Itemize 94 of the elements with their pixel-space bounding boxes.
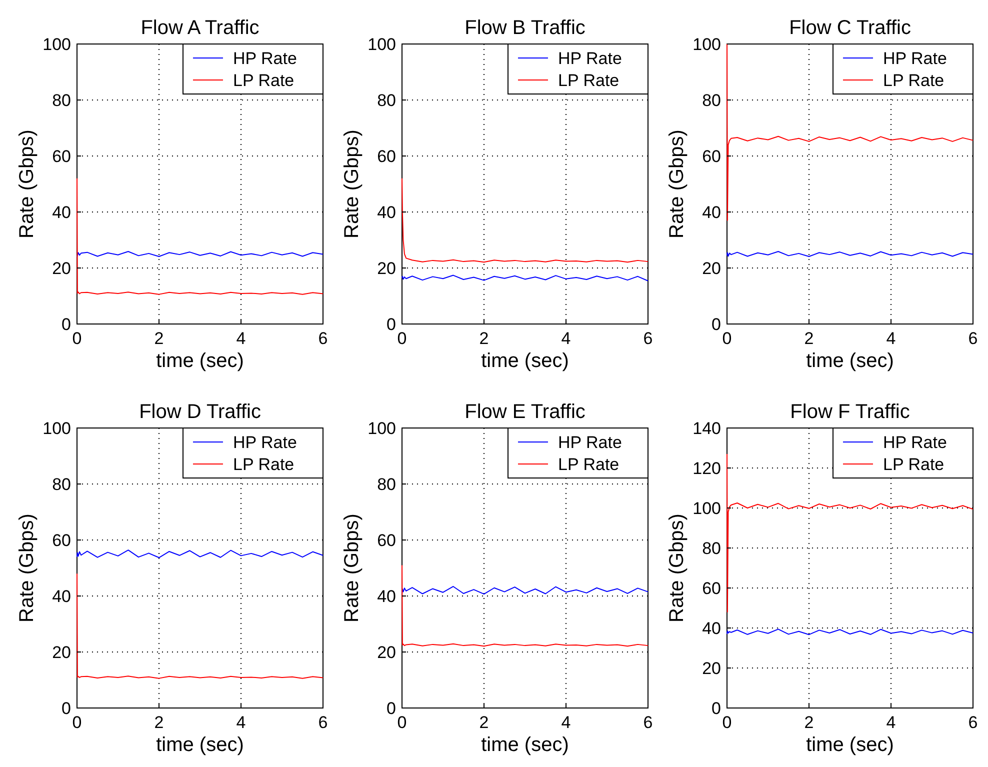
y-axis-title: Rate (Gbps) <box>16 514 38 622</box>
x-tick-label: 4 <box>236 713 246 732</box>
line-series <box>726 44 974 221</box>
y-tick-label: 100 <box>368 419 396 438</box>
y-tick-label: 20 <box>377 259 396 278</box>
y-tick-label: 20 <box>377 643 396 662</box>
line-series <box>726 454 974 612</box>
x-tick-label: 6 <box>643 329 653 348</box>
chart-title: Flow C Traffic <box>789 17 911 39</box>
chart-title: Flow D Traffic <box>139 401 261 423</box>
line-series <box>76 573 324 679</box>
y-tick-label: 80 <box>702 539 721 558</box>
y-tick-label: 40 <box>702 619 721 638</box>
line-series <box>402 178 648 263</box>
y-tick-label: 80 <box>702 91 721 110</box>
y-axis-title: Rate (Gbps) <box>666 130 688 238</box>
legend-label: LP Rate <box>558 455 620 474</box>
x-tick-label: 2 <box>804 329 814 348</box>
x-tick-label: 6 <box>968 713 978 732</box>
y-tick-label: 0 <box>712 699 721 718</box>
legend-label: HP Rate <box>558 49 622 68</box>
y-tick-label: 40 <box>52 203 71 222</box>
line-series <box>76 178 324 295</box>
y-tick-label: 100 <box>368 35 396 54</box>
y-tick-label: 20 <box>702 259 721 278</box>
x-tick-label: 6 <box>968 329 978 348</box>
chart-title: Flow F Traffic <box>790 401 910 423</box>
legend-label: LP Rate <box>883 71 944 90</box>
x-tick-label: 4 <box>561 713 571 732</box>
y-tick-label: 80 <box>52 475 71 494</box>
y-tick-label: 60 <box>377 147 396 166</box>
y-axis-title: Rate (Gbps) <box>666 514 688 622</box>
x-tick-label: 2 <box>479 713 489 732</box>
y-tick-label: 60 <box>702 579 721 598</box>
x-tick-label: 4 <box>886 713 896 732</box>
x-axis-title: time (sec) <box>806 734 894 756</box>
legend-label: HP Rate <box>883 433 947 452</box>
y-tick-label: 60 <box>377 531 396 550</box>
legend-label: HP Rate <box>233 49 297 68</box>
x-tick-label: 4 <box>886 329 896 348</box>
y-tick-label: 20 <box>52 643 71 662</box>
y-tick-label: 60 <box>52 147 71 166</box>
x-axis-title: time (sec) <box>481 350 569 372</box>
y-tick-label: 80 <box>377 91 396 110</box>
legend-label: HP Rate <box>558 433 622 452</box>
chart-title: Flow B Traffic <box>464 17 586 39</box>
y-tick-label: 100 <box>42 35 71 54</box>
y-tick-label: 20 <box>702 659 721 678</box>
line-series <box>402 586 648 595</box>
x-tick-label: 6 <box>318 329 328 348</box>
y-tick-label: 100 <box>692 35 721 54</box>
y-tick-label: 80 <box>377 475 396 494</box>
legend-label: LP Rate <box>233 71 294 90</box>
y-tick-label: 0 <box>386 699 396 718</box>
y-tick-label: 40 <box>377 203 396 222</box>
y-tick-label: 80 <box>52 91 71 110</box>
legend-label: HP Rate <box>233 433 297 452</box>
chart-title: Flow A Traffic <box>140 17 260 39</box>
y-tick-label: 0 <box>712 315 721 334</box>
line-series <box>402 564 648 647</box>
y-axis-title: Rate (Gbps) <box>341 130 363 238</box>
y-tick-label: 0 <box>62 699 71 718</box>
x-tick-label: 2 <box>154 329 164 348</box>
x-tick-label: 4 <box>236 329 246 348</box>
y-tick-label: 40 <box>52 587 71 606</box>
y-tick-label: 100 <box>692 499 721 518</box>
y-tick-label: 20 <box>52 259 71 278</box>
y-tick-label: 0 <box>386 315 396 334</box>
y-tick-label: 140 <box>692 419 721 438</box>
y-tick-label: 120 <box>692 459 721 478</box>
x-axis-title: time (sec) <box>156 350 244 372</box>
x-axis-title: time (sec) <box>156 734 244 756</box>
x-tick-label: 2 <box>154 713 164 732</box>
legend-label: LP Rate <box>233 455 294 474</box>
x-axis-title: time (sec) <box>806 350 894 372</box>
chart-title: Flow E Traffic <box>464 401 586 423</box>
legend-label: LP Rate <box>558 71 620 90</box>
line-series <box>76 550 324 558</box>
y-axis-title: Rate (Gbps) <box>341 514 363 622</box>
y-tick-label: 60 <box>702 147 721 166</box>
y-tick-label: 100 <box>42 419 71 438</box>
x-tick-label: 6 <box>643 713 653 732</box>
x-axis-title: time (sec) <box>481 734 569 756</box>
x-tick-label: 2 <box>479 329 489 348</box>
x-tick-label: 6 <box>318 713 328 732</box>
y-tick-label: 0 <box>62 315 71 334</box>
y-tick-label: 60 <box>52 531 71 550</box>
x-tick-label: 4 <box>561 329 571 348</box>
legend-label: LP Rate <box>883 455 944 474</box>
x-tick-label: 2 <box>804 713 814 732</box>
legend-label: HP Rate <box>883 49 947 68</box>
y-tick-label: 40 <box>702 203 721 222</box>
y-axis-title: Rate (Gbps) <box>16 130 38 238</box>
y-tick-label: 40 <box>377 587 396 606</box>
